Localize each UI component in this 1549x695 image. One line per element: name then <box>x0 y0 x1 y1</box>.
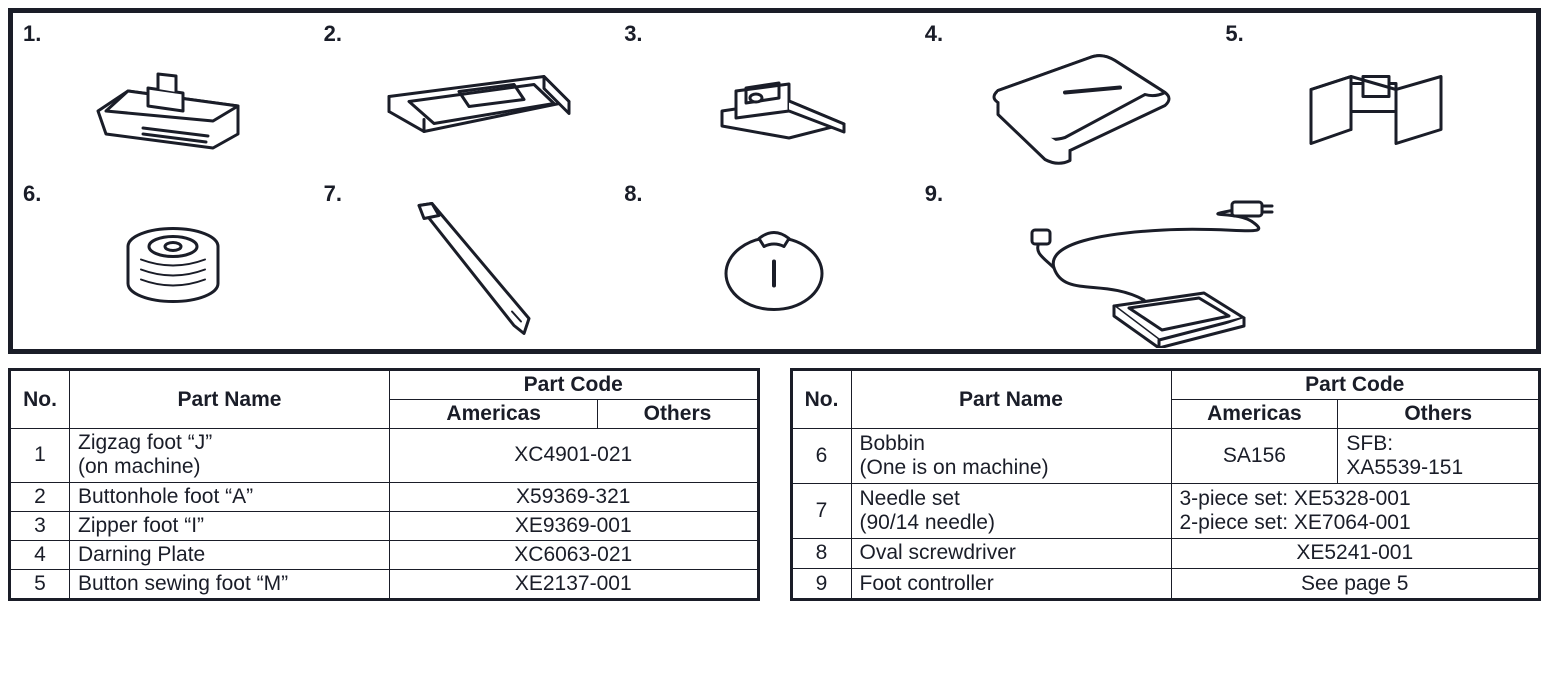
col-header-part-name: Part Name <box>70 370 390 429</box>
table-row: 7Needle set(90/14 needle)3-piece set: XE… <box>791 484 1540 539</box>
table-row: 6Bobbin(One is on machine)SA156SFB:XA553… <box>791 429 1540 484</box>
cell-part-name: Zigzag foot “J”(on machine) <box>70 429 390 482</box>
cell-no: 6 <box>791 429 851 484</box>
parts-table-left: No. Part Name Part Code Americas Others … <box>8 368 760 601</box>
col-header-no: No. <box>791 370 851 429</box>
cell-part-name: Oval screwdriver <box>851 539 1171 569</box>
diagram-cell: 4. <box>925 21 1226 181</box>
cell-part-name: Bobbin(One is on machine) <box>851 429 1171 484</box>
item-number: 7. <box>324 181 342 207</box>
item-number: 4. <box>925 21 943 47</box>
col-header-others: Others <box>598 400 758 429</box>
parts-table-left-body: 1Zigzag foot “J”(on machine)XC4901-0212B… <box>10 429 759 600</box>
table-row: 1Zigzag foot “J”(on machine)XC4901-021 <box>10 429 759 482</box>
cell-no: 9 <box>791 569 851 600</box>
cell-no: 8 <box>791 539 851 569</box>
parts-table-right: No. Part Name Part Code Americas Others … <box>790 368 1542 601</box>
cell-part-code: XE2137-001 <box>390 569 759 599</box>
cell-part-name: Buttonhole foot “A” <box>70 482 390 511</box>
col-header-no: No. <box>10 370 70 429</box>
darning-plate-icon <box>970 43 1180 173</box>
button-sewing-foot-icon <box>1291 52 1461 162</box>
col-header-part-name: Part Name <box>851 370 1171 429</box>
table-row: 5Button sewing foot “M”XE2137-001 <box>10 569 759 599</box>
cell-part-code: XC6063-021 <box>390 540 759 569</box>
cell-part-code: XC4901-021 <box>390 429 759 482</box>
cell-part-name: Darning Plate <box>70 540 390 569</box>
cell-part-name: Zipper foot “I” <box>70 511 390 540</box>
needle-icon <box>384 194 564 344</box>
item-number: 9. <box>925 181 943 207</box>
diagram-cell: 6. <box>23 181 324 341</box>
buttonhole-foot-icon <box>364 52 584 162</box>
item-number: 5. <box>1225 21 1243 47</box>
col-header-others: Others <box>1338 400 1540 429</box>
zigzag-foot-icon <box>88 56 258 156</box>
cell-no: 3 <box>10 511 70 540</box>
parts-table-right-body: 6Bobbin(One is on machine)SA156SFB:XA553… <box>791 429 1540 600</box>
col-header-americas: Americas <box>390 400 598 429</box>
item-number: 6. <box>23 181 41 207</box>
diagram-cell: 3. <box>624 21 925 181</box>
diagram-row-2: 6. 7. <box>23 181 1526 341</box>
cell-part-code: XE5241-001 <box>1171 539 1540 569</box>
table-row: 3Zipper foot “I”XE9369-001 <box>10 511 759 540</box>
item-number: 8. <box>624 181 642 207</box>
table-row: 4Darning PlateXC6063-021 <box>10 540 759 569</box>
diagram-cell: 7. <box>324 181 625 341</box>
diagram-cell: 8. <box>624 181 925 341</box>
cell-part-code: 3-piece set: XE5328-0012-piece set: XE70… <box>1171 484 1540 539</box>
cell-part-code: X59369-321 <box>390 482 759 511</box>
table-row: 8Oval screwdriverXE5241-001 <box>791 539 1540 569</box>
item-number: 3. <box>624 21 642 47</box>
diagram-cell: 9. <box>925 181 1526 341</box>
item-number: 1. <box>23 21 41 47</box>
diagram-cell: 5. <box>1225 21 1526 181</box>
item-number: 2. <box>324 21 342 47</box>
cell-no: 4 <box>10 540 70 569</box>
zipper-foot-icon <box>694 56 854 156</box>
diagram-cell: 2. <box>324 21 625 181</box>
table-row: 2Buttonhole foot “A”X59369-321 <box>10 482 759 511</box>
cell-part-code: XE9369-001 <box>390 511 759 540</box>
diagram-row-1: 1. 2. <box>23 21 1526 181</box>
cell-part-name: Needle set(90/14 needle) <box>851 484 1171 539</box>
cell-no: 7 <box>791 484 851 539</box>
parts-diagram-box: 1. 2. <box>8 8 1541 354</box>
col-header-americas: Americas <box>1171 400 1338 429</box>
col-header-part-code: Part Code <box>390 370 759 400</box>
oval-screwdriver-icon <box>704 212 844 322</box>
col-header-part-code: Part Code <box>1171 370 1540 400</box>
cell-part-name: Foot controller <box>851 569 1171 600</box>
cell-part-name: Button sewing foot “M” <box>70 569 390 599</box>
parts-tables-row: No. Part Name Part Code Americas Others … <box>8 368 1541 601</box>
cell-no: 5 <box>10 569 70 599</box>
bobbin-icon <box>113 212 233 322</box>
cell-no: 2 <box>10 482 70 511</box>
cell-part-code-americas: SA156 <box>1171 429 1338 484</box>
table-row: 9Foot controllerSee page 5 <box>791 569 1540 600</box>
cell-part-code-others: SFB:XA5539-151 <box>1338 429 1540 484</box>
diagram-cell: 1. <box>23 21 324 181</box>
cell-no: 1 <box>10 429 70 482</box>
foot-controller-icon <box>994 198 1324 348</box>
cell-part-code: See page 5 <box>1171 569 1540 600</box>
